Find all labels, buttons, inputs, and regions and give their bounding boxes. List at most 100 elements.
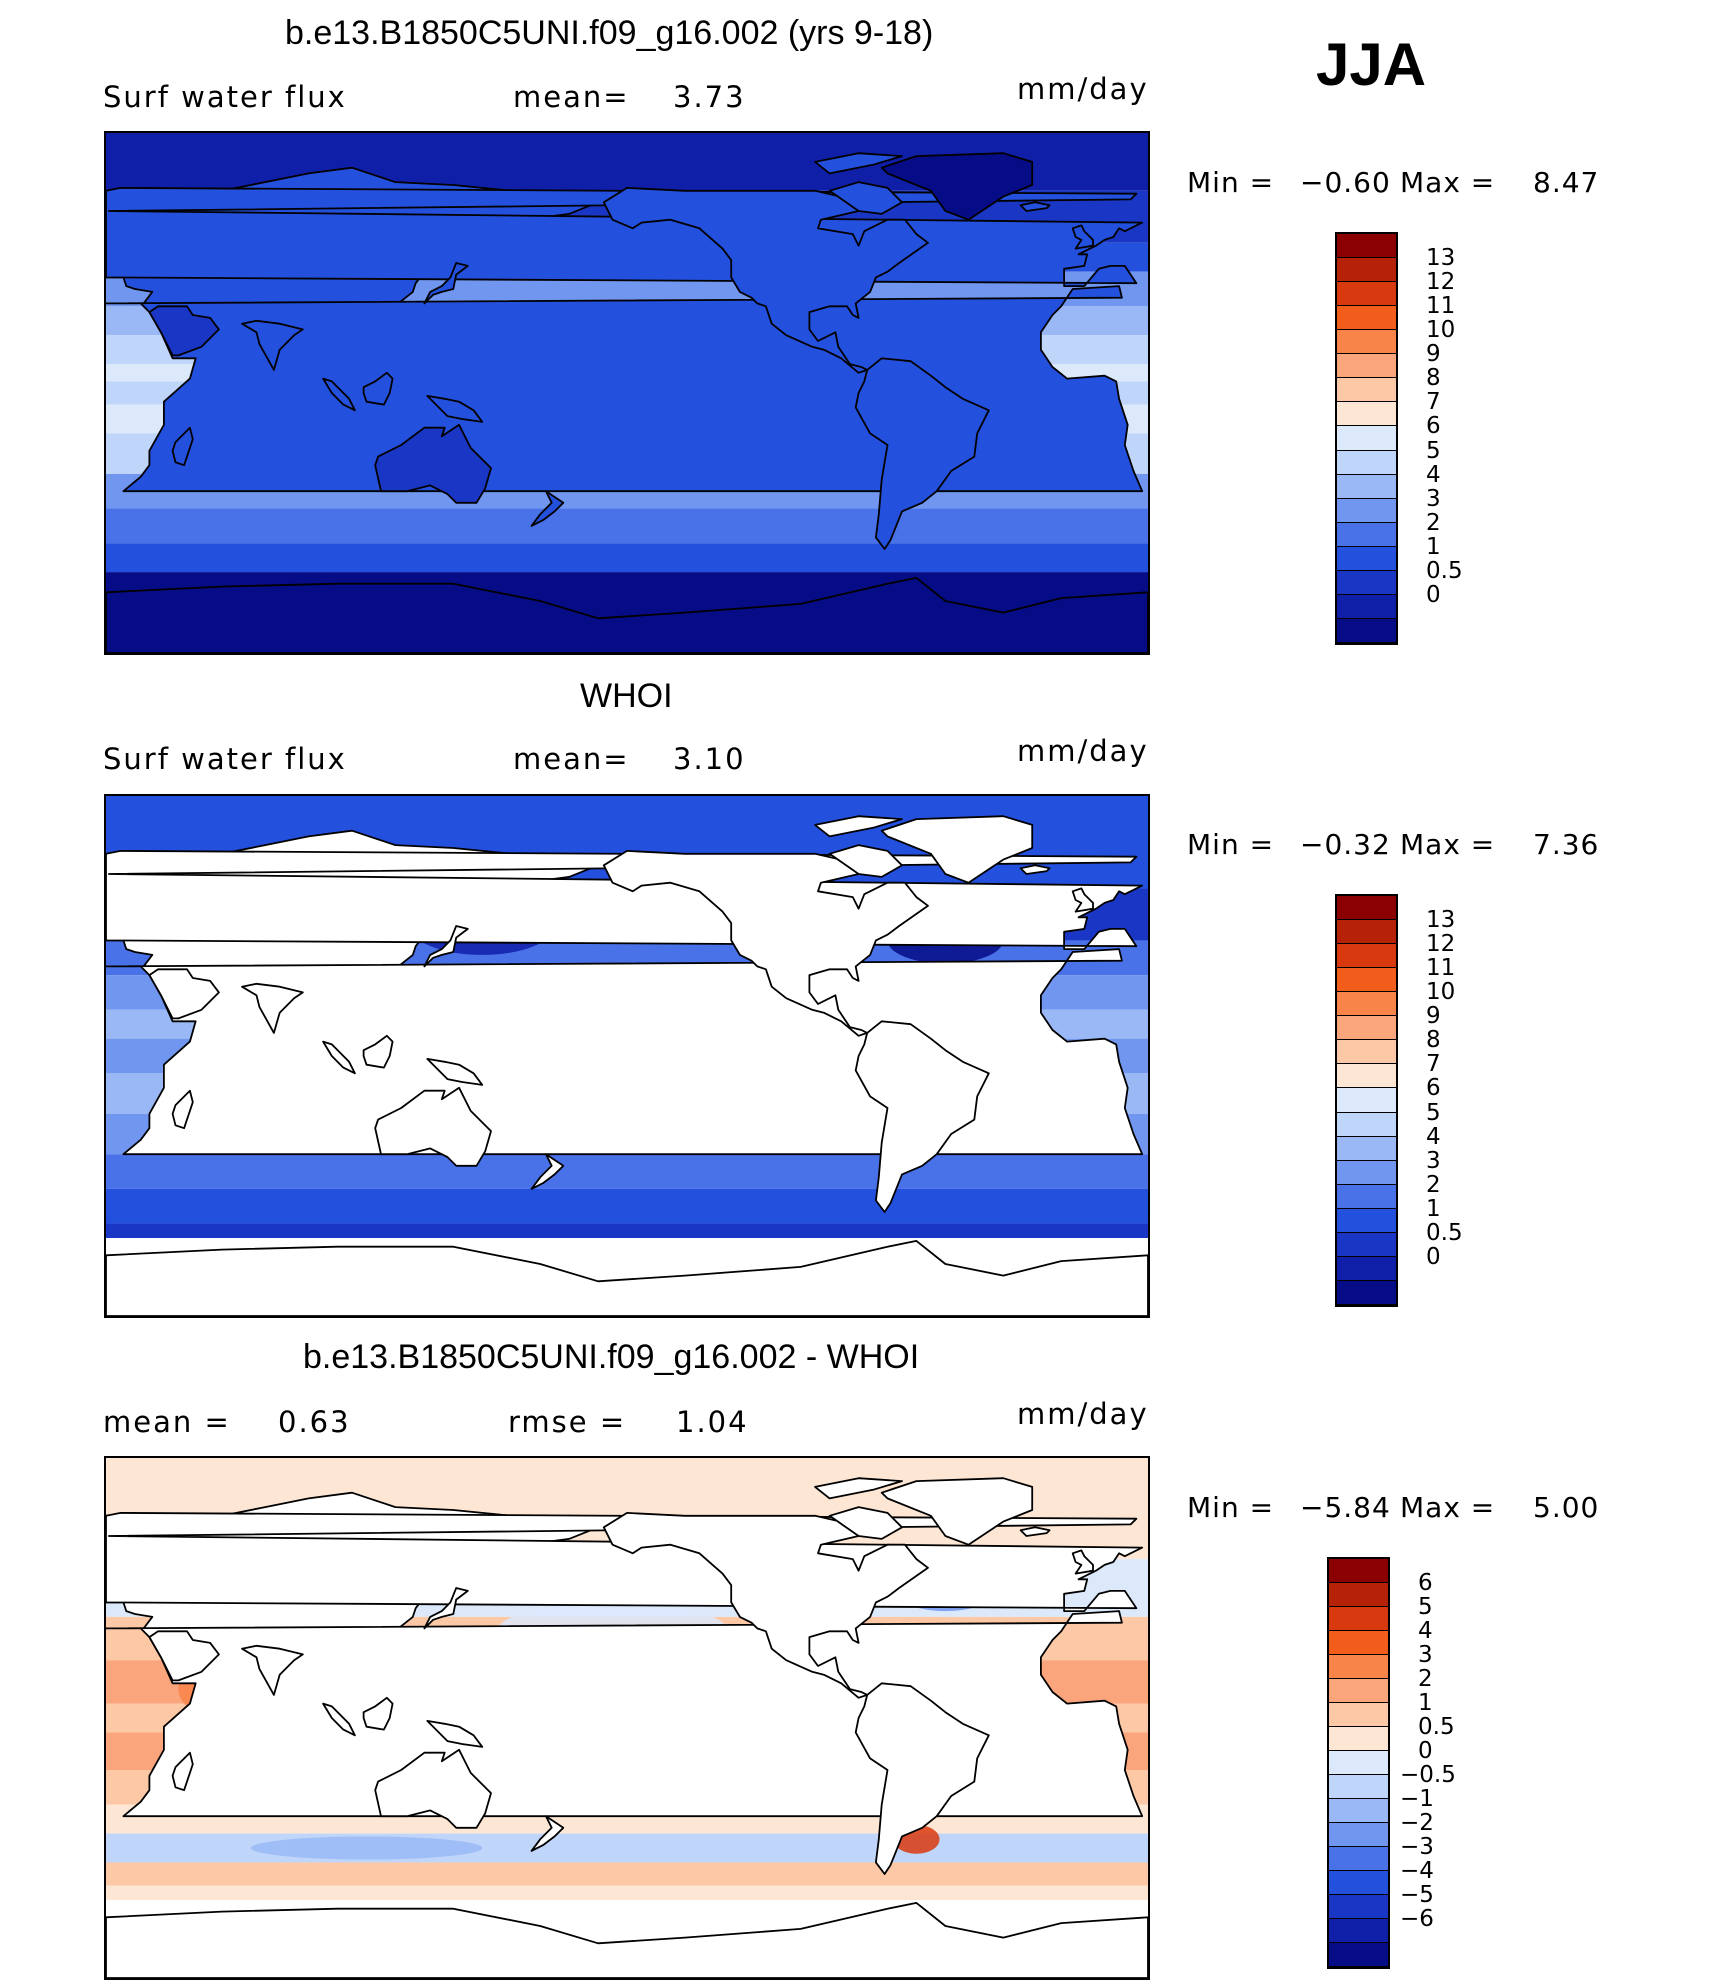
coastline-namerica [602,850,929,1037]
colorbar-swatch [1337,402,1396,427]
coastline-antarctica [106,576,1148,653]
panel-1-min-label: Min = [1187,166,1275,199]
colorbar-swatch [1329,1823,1388,1847]
colorbar-tick-label: 13 [1426,907,1456,934]
colorbar-tick-label: 7 [1426,1051,1441,1078]
panel-1-title: b.e13.B1850C5UNI.f09_g16.002 (yrs 9-18) [285,14,934,52]
coastline-borneo [362,371,394,406]
colorbar-tick-label: 0.5 [1426,557,1463,584]
coastline-australia [374,1748,492,1829]
panel-3-max-label: Max = [1400,1491,1496,1524]
coastline-australia [374,1086,492,1167]
panel-3-mean-value: 0.63 [278,1405,351,1439]
colorbar-tick-label: 0 [1418,1738,1433,1764]
coastline-nz [530,490,565,527]
coastline-antarctica [106,1901,1148,1978]
colorbar-swatch [1329,1559,1388,1583]
coastline-india [241,319,304,371]
panel-2-min-label: Min = [1187,828,1275,861]
panel-3-units: mm/day [1017,1397,1149,1431]
colorbar-tick-label: 0 [1426,1243,1441,1270]
coastline-madagascar [171,1089,194,1130]
colorbar-swatch [1329,1703,1388,1727]
colorbar-swatch [1337,1064,1396,1089]
colorbar-swatch [1337,378,1396,403]
coastline-sumatra [322,377,356,412]
colorbar-swatch [1337,1016,1396,1041]
coastline-greenland [880,152,1034,221]
colorbar-swatch [1329,1583,1388,1607]
coastline-ellesmere [814,1477,903,1500]
coastline-samerica [854,1682,990,1875]
coastline-africa [106,1610,1144,1818]
coastline-madagascar [171,1751,194,1792]
colorbar-swatch [1337,1280,1396,1305]
coastline-africa [106,948,1144,1156]
colorbar-swatch [1337,1232,1396,1257]
colorbar-swatch [1329,1607,1388,1631]
colorbar-swatch [1329,1727,1388,1751]
colorbar-swatch [1337,1184,1396,1209]
panel-2-map [104,794,1150,1318]
panel-1-colorbar [1335,232,1398,645]
coastline-antarctica [106,1239,1148,1316]
panel-2-colorbar [1335,894,1398,1307]
coastline-borneo [362,1034,394,1069]
panel-1-units: mm/day [1017,72,1149,106]
colorbar-tick-label: 0 [1426,581,1441,608]
coastline-madagascar [171,426,194,467]
colorbar-swatch [1329,1799,1388,1823]
colorbar-tick-label: 11 [1426,293,1456,320]
colorbar-tick-label: 1 [1426,1195,1441,1222]
coastline-iceland [1019,201,1051,212]
coastline-india [241,1644,304,1696]
panel-1-mean-value: 3.73 [673,80,746,114]
colorbar-swatch [1337,570,1396,595]
panel-3-title: b.e13.B1850C5UNI.f09_g16.002 - WHOI [303,1338,920,1376]
colorbar-tick-label: 1 [1426,533,1441,560]
panel-2-mean-label: mean= [513,742,630,776]
colorbar-tick-label: 10 [1426,317,1456,344]
field-band [106,508,1148,544]
colorbar-swatch [1337,258,1396,283]
colorbar-swatch [1337,618,1396,643]
colorbar-swatch [1329,1895,1388,1919]
colorbar-swatch [1337,1136,1396,1161]
colorbar-swatch [1329,1631,1388,1655]
colorbar-swatch [1337,1088,1396,1113]
colorbar-swatch [1337,992,1396,1017]
panel-2-variable-label: Surf water flux [103,742,347,776]
panel-3-mean-label: mean = [103,1405,231,1439]
colorbar-tick-label: −4 [1400,1858,1434,1884]
colorbar-tick-label: −3 [1400,1834,1434,1860]
colorbar-tick-label: 0.5 [1426,1219,1463,1246]
coastline-newguinea [426,1057,484,1086]
colorbar-tick-label: 6 [1418,1570,1433,1596]
colorbar-tick-label: 7 [1426,389,1441,416]
colorbar-swatch [1337,896,1396,921]
colorbar-tick-label: 8 [1426,1027,1441,1054]
colorbar-tick-label: 6 [1426,413,1441,440]
colorbar-swatch [1337,354,1396,379]
coastline-uk [1071,224,1094,250]
colorbar-tick-label: 4 [1426,1123,1441,1150]
colorbar-swatch [1337,1160,1396,1185]
colorbar-swatch [1337,234,1396,259]
panel-3-rmse-label: rmse = [508,1405,627,1439]
coastline-greenland [880,1477,1034,1546]
coastline-newguinea [426,1719,484,1748]
colorbar-tick-label: −0.5 [1400,1762,1456,1788]
colorbar-swatch [1329,1655,1388,1679]
coastline-baffin [828,1506,903,1540]
colorbar-tick-label: 0.5 [1418,1714,1455,1740]
field-band [106,1862,1148,1886]
coastline-nz [530,1153,565,1190]
coastline-baffin [828,181,903,215]
colorbar-tick-label: 8 [1426,365,1441,392]
panel-1-variable-label: Surf water flux [103,80,347,114]
panel-1-max-label: Max = [1400,166,1496,199]
season-label: JJA [1316,31,1427,98]
coastline-samerica [854,357,990,550]
coastline-borneo [362,1696,394,1731]
panel-3-map [104,1456,1150,1980]
